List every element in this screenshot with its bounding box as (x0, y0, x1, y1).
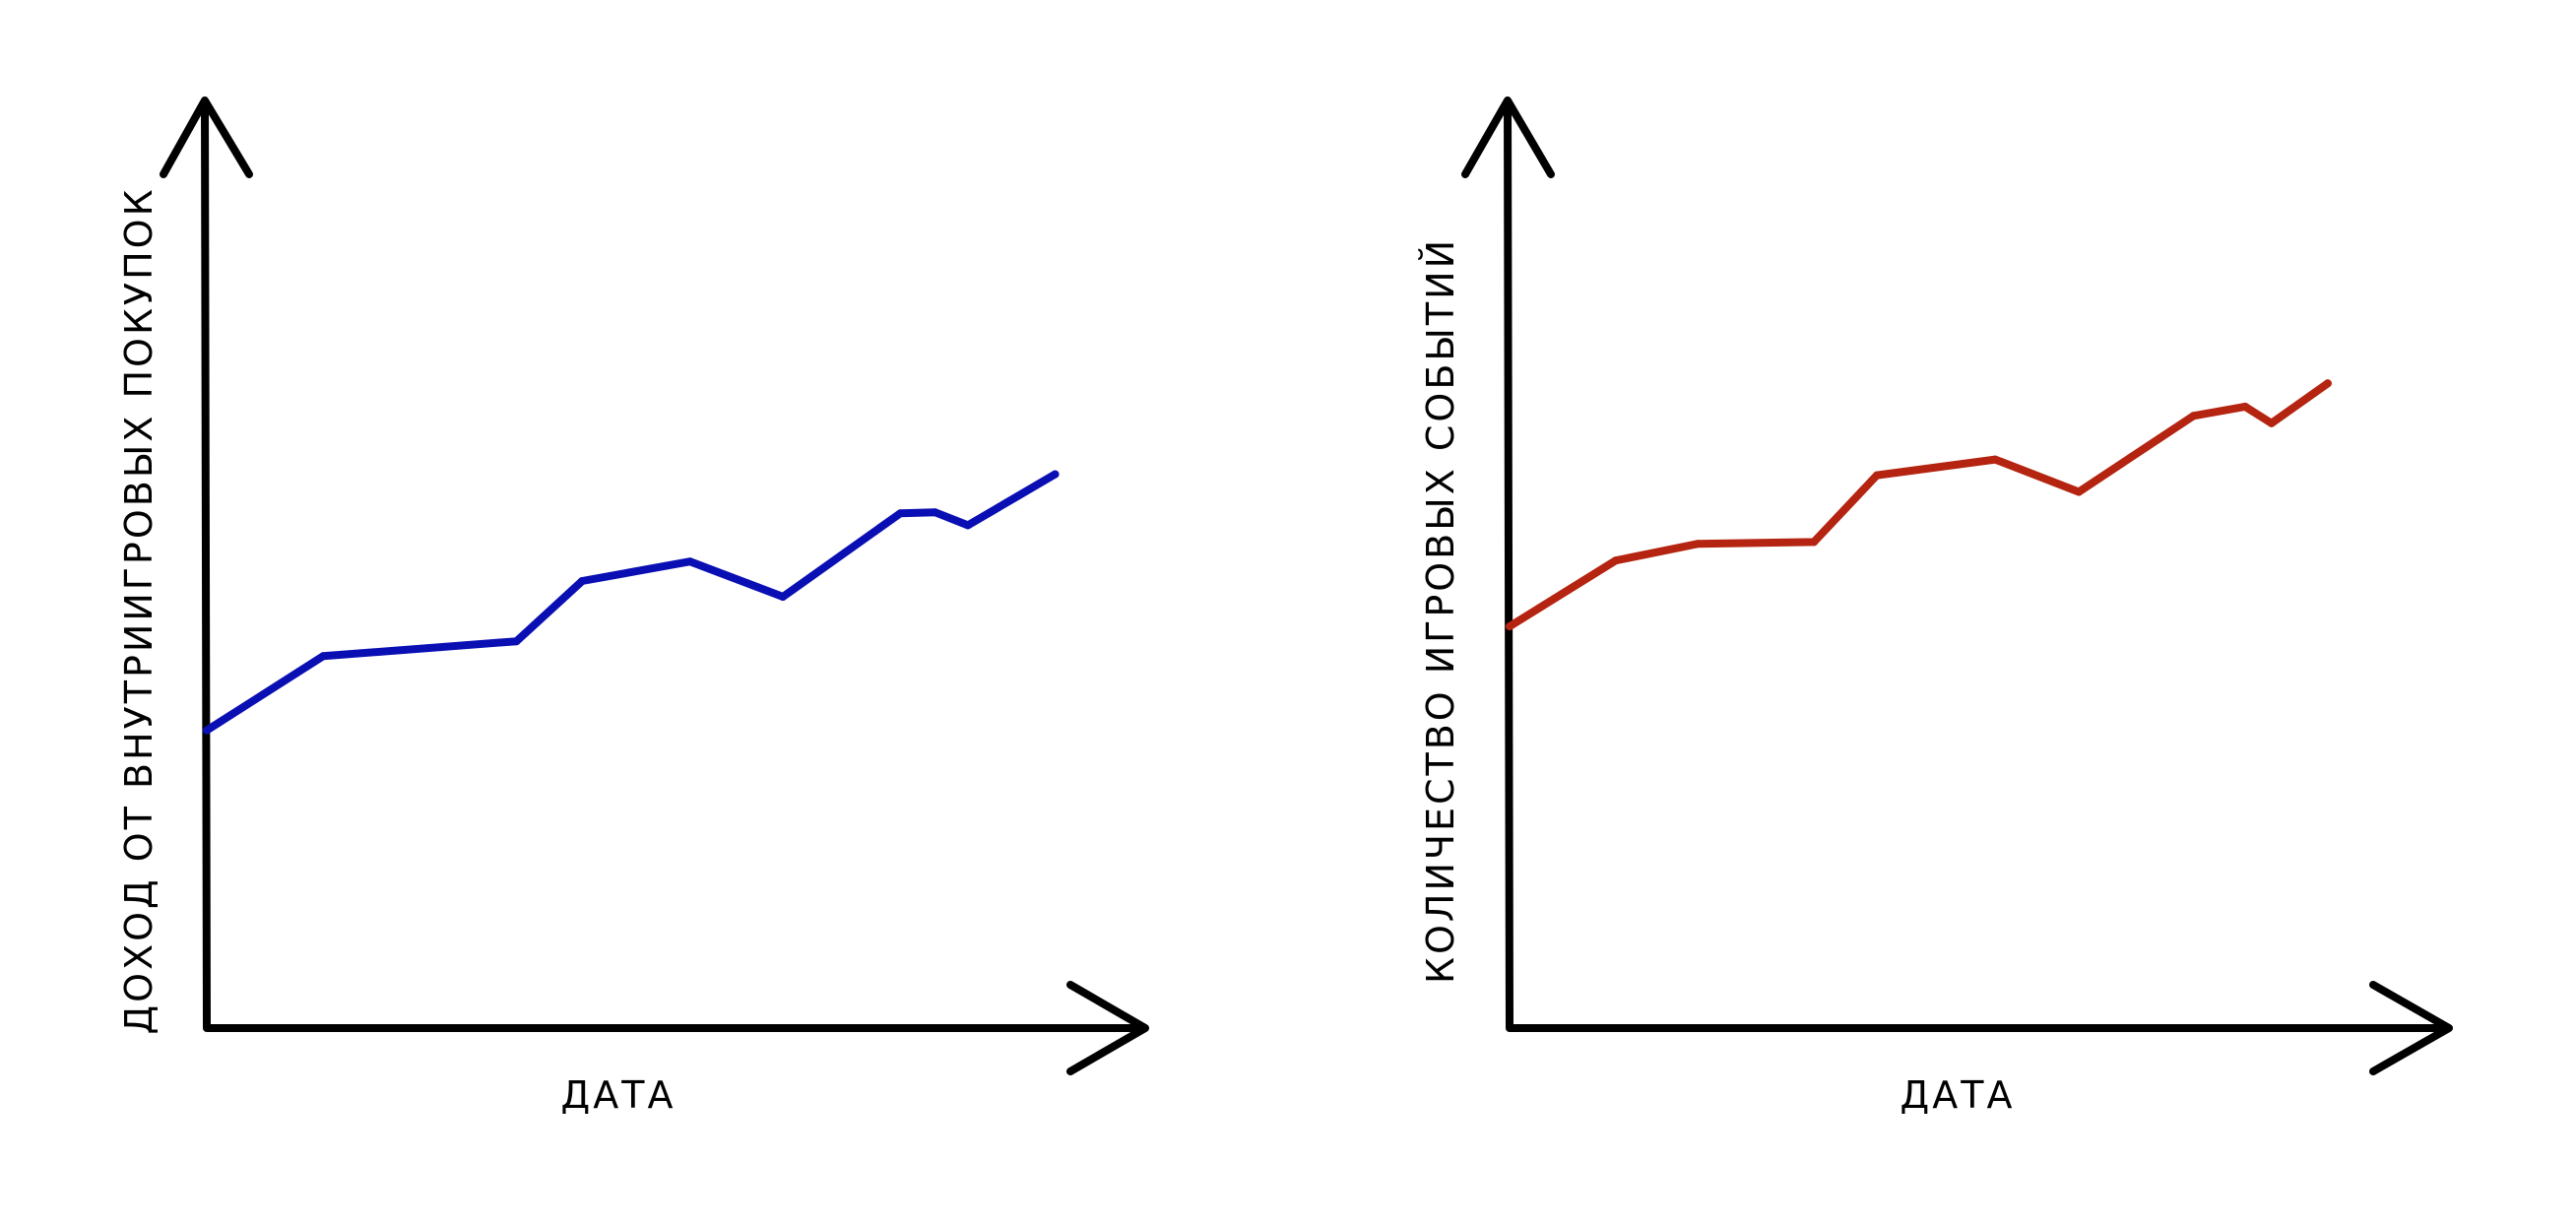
data-point (685, 557, 694, 566)
events-series-line (1506, 379, 2332, 631)
y-axis-arrow-left (160, 97, 1149, 1075)
data-point (896, 509, 905, 518)
data-point (1991, 455, 2000, 464)
data-point (203, 726, 211, 735)
data-point (2241, 402, 2249, 411)
data-point (1506, 622, 1513, 631)
data-point (963, 521, 972, 530)
revenue-series-line (203, 470, 1060, 735)
x-axis-title-right: ДАТА (1900, 1073, 2016, 1117)
data-point (2189, 412, 2198, 420)
data-point (2075, 487, 2084, 496)
data-point (1693, 540, 1702, 549)
x-axis-title-left: ДАТА (561, 1073, 676, 1117)
data-point (2267, 419, 2276, 427)
y-axis-title-left: ДОХОД ОТ ВНУТРИИГРОВЫХ ПОКУПОК (117, 186, 161, 1034)
data-point (578, 577, 587, 585)
data-point (1611, 556, 1620, 565)
data-point (779, 593, 788, 601)
events-series-points (1506, 379, 2332, 631)
data-point (1051, 470, 1060, 479)
data-point (319, 652, 328, 661)
data-point (1873, 471, 1881, 480)
data-point (2323, 379, 2332, 388)
chart-events: ДАТА КОЛИЧЕСТВО ИГРОВЫХ СОБЫТИЙ (1419, 97, 2453, 1117)
y-axis-title-right: КОЛИЧЕСТВО ИГРОВЫХ СОБЫТИЙ (1419, 237, 1462, 984)
y-axis-arrow-right (1461, 97, 2453, 1075)
data-point (512, 637, 521, 646)
chart-revenue: ДАТА ДОХОД ОТ ВНУТРИИГРОВЫХ ПОКУПОК (117, 97, 1149, 1117)
data-point (1810, 538, 1819, 547)
revenue-series-points (203, 470, 1060, 735)
data-point (931, 508, 939, 517)
